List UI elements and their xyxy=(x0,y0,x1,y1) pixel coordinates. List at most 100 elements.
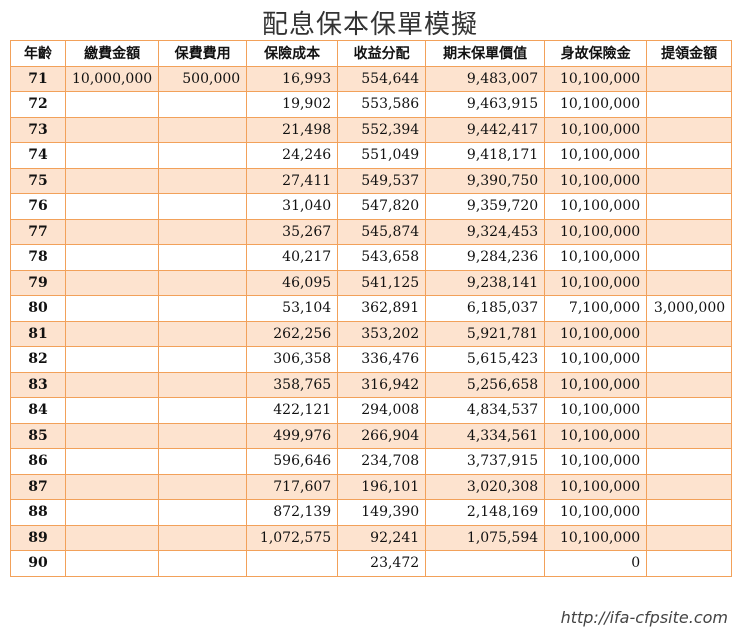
cell-dividend: 362,891 xyxy=(337,295,427,322)
column-header-death-benefit: 身故保險金 xyxy=(544,40,648,67)
cell-insurance-cost: 717,607 xyxy=(246,473,339,500)
cell-premium-paid xyxy=(64,269,160,296)
cell-policy-value: 9,238,141 xyxy=(425,269,546,296)
cell-dividend: 552,394 xyxy=(337,116,427,143)
cell-premium-expense xyxy=(158,193,248,220)
cell-death-benefit: 7,100,000 xyxy=(544,295,648,322)
cell-premium-paid xyxy=(64,550,160,577)
cell-insurance-cost: 24,246 xyxy=(246,142,339,169)
cell-age: 90 xyxy=(10,550,66,577)
table-row: 84 422,121 294,008 4,834,537 10,100,000 xyxy=(10,397,733,424)
cell-withdrawal xyxy=(646,193,733,220)
cell-age: 77 xyxy=(10,218,66,245)
cell-premium-expense xyxy=(158,320,248,347)
column-header-age: 年齡 xyxy=(10,40,66,67)
cell-withdrawal xyxy=(646,244,733,271)
cell-withdrawal xyxy=(646,397,733,424)
cell-premium-paid xyxy=(64,397,160,424)
cell-insurance-cost: 35,267 xyxy=(246,218,339,245)
cell-premium-paid xyxy=(64,295,160,322)
cell-insurance-cost: 306,358 xyxy=(246,346,339,373)
cell-age: 79 xyxy=(10,269,66,296)
cell-age: 88 xyxy=(10,499,66,526)
cell-age: 74 xyxy=(10,142,66,169)
cell-age: 87 xyxy=(10,473,66,500)
cell-withdrawal xyxy=(646,499,733,526)
cell-insurance-cost: 27,411 xyxy=(246,167,339,194)
table-row: 85 499,976 266,904 4,334,561 10,100,000 xyxy=(10,422,733,449)
cell-insurance-cost: 1,072,575 xyxy=(246,524,339,551)
cell-policy-value: 5,256,658 xyxy=(425,371,546,398)
cell-premium-paid xyxy=(64,218,160,245)
cell-premium-paid xyxy=(64,346,160,373)
cell-age: 82 xyxy=(10,346,66,373)
cell-withdrawal xyxy=(646,524,733,551)
cell-premium-paid xyxy=(64,142,160,169)
cell-policy-value: 9,483,007 xyxy=(425,65,546,92)
cell-dividend: 92,241 xyxy=(337,524,427,551)
column-header-premium-paid: 繳費金額 xyxy=(64,40,160,67)
table-row: 83 358,765 316,942 5,256,658 10,100,000 xyxy=(10,371,733,398)
cell-death-benefit: 10,100,000 xyxy=(544,320,648,347)
cell-premium-paid xyxy=(64,244,160,271)
table-row: 76 31,040 547,820 9,359,720 10,100,000 xyxy=(10,193,733,220)
cell-insurance-cost: 40,217 xyxy=(246,244,339,271)
table-row: 78 40,217 543,658 9,284,236 10,100,000 xyxy=(10,244,733,271)
cell-death-benefit: 10,100,000 xyxy=(544,91,648,118)
cell-premium-paid xyxy=(64,193,160,220)
cell-withdrawal xyxy=(646,65,733,92)
cell-age: 84 xyxy=(10,397,66,424)
cell-withdrawal: 3,000,000 xyxy=(646,295,733,322)
table-row: 74 24,246 551,049 9,418,171 10,100,000 xyxy=(10,142,733,169)
cell-age: 80 xyxy=(10,295,66,322)
cell-insurance-cost: 16,993 xyxy=(246,65,339,92)
cell-death-benefit: 10,100,000 xyxy=(544,142,648,169)
column-header-premium-expense: 保費費用 xyxy=(158,40,248,67)
cell-premium-paid xyxy=(64,116,160,143)
cell-premium-expense xyxy=(158,371,248,398)
table-row: 72 19,902 553,586 9,463,915 10,100,000 xyxy=(10,91,733,118)
cell-policy-value: 6,185,037 xyxy=(425,295,546,322)
cell-dividend: 553,586 xyxy=(337,91,427,118)
cell-dividend: 294,008 xyxy=(337,397,427,424)
cell-age: 86 xyxy=(10,448,66,475)
table-row: 90 23,472 0 xyxy=(10,550,733,577)
cell-insurance-cost: 596,646 xyxy=(246,448,339,475)
cell-premium-expense xyxy=(158,295,248,322)
column-header-dividend: 收益分配 xyxy=(337,40,427,67)
table-row: 77 35,267 545,874 9,324,453 10,100,000 xyxy=(10,218,733,245)
cell-premium-expense xyxy=(158,473,248,500)
policy-simulation-table: 年齡 繳費金額 保費費用 保險成本 收益分配 期末保單價值 身故保險金 提領金額… xyxy=(10,40,733,577)
cell-premium-expense xyxy=(158,524,248,551)
cell-premium-expense: 500,000 xyxy=(158,65,248,92)
cell-age: 73 xyxy=(10,116,66,143)
cell-insurance-cost: 358,765 xyxy=(246,371,339,398)
cell-premium-expense xyxy=(158,550,248,577)
cell-death-benefit: 10,100,000 xyxy=(544,167,648,194)
cell-premium-expense xyxy=(158,397,248,424)
cell-insurance-cost: 21,498 xyxy=(246,116,339,143)
cell-death-benefit: 10,100,000 xyxy=(544,397,648,424)
cell-premium-paid xyxy=(64,448,160,475)
cell-insurance-cost: 31,040 xyxy=(246,193,339,220)
cell-death-benefit: 10,100,000 xyxy=(544,218,648,245)
cell-insurance-cost: 262,256 xyxy=(246,320,339,347)
table-row: 80 53,104 362,891 6,185,037 7,100,000 3,000,0… xyxy=(10,295,733,322)
cell-dividend: 545,874 xyxy=(337,218,427,245)
table-row: 71 10,000,000 500,000 16,993 554,644 9,483,00… xyxy=(10,65,733,92)
cell-policy-value: 2,148,169 xyxy=(425,499,546,526)
cell-premium-paid: 10,000,000 xyxy=(64,65,160,92)
cell-premium-expense xyxy=(158,269,248,296)
cell-withdrawal xyxy=(646,346,733,373)
cell-death-benefit: 10,100,000 xyxy=(544,448,648,475)
cell-dividend: 23,472 xyxy=(337,550,427,577)
cell-age: 81 xyxy=(10,320,66,347)
cell-policy-value: 9,359,720 xyxy=(425,193,546,220)
cell-death-benefit: 10,100,000 xyxy=(544,473,648,500)
cell-policy-value: 9,463,915 xyxy=(425,91,546,118)
cell-premium-expense xyxy=(158,346,248,373)
table-row: 88 872,139 149,390 2,148,169 10,100,000 xyxy=(10,499,733,526)
cell-dividend: 196,101 xyxy=(337,473,427,500)
cell-withdrawal xyxy=(646,422,733,449)
table-header-row: 年齡 繳費金額 保費費用 保險成本 收益分配 期末保單價值 身故保險金 提領金額 xyxy=(10,40,733,67)
